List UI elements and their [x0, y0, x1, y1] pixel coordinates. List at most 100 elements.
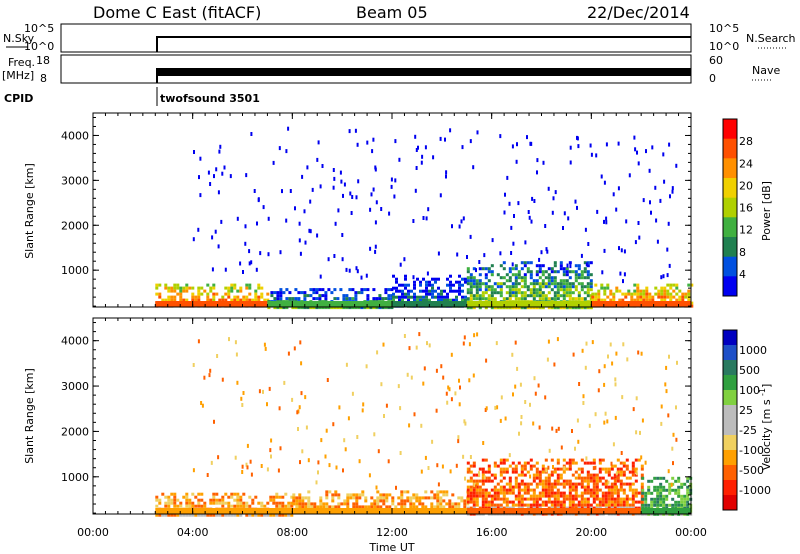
data-cell	[604, 479, 608, 483]
data-cell	[616, 491, 620, 495]
data-cell	[358, 496, 362, 500]
data-cell	[366, 288, 370, 292]
data-cell	[508, 279, 512, 283]
data-cell	[574, 297, 578, 301]
data-cell	[433, 496, 437, 500]
data-cell	[559, 279, 563, 283]
data-cell	[499, 479, 503, 483]
echo-point	[533, 199, 536, 203]
data-cell	[520, 494, 524, 498]
data-cell	[526, 267, 530, 271]
data-cell	[535, 494, 539, 498]
data-cell	[526, 285, 530, 289]
echo-point	[623, 249, 626, 254]
data-cell	[215, 492, 219, 496]
data-cell	[631, 503, 635, 507]
echo-point	[483, 475, 486, 480]
data-cell	[475, 491, 479, 495]
data-cell	[469, 288, 473, 292]
data-cell	[613, 482, 617, 486]
echo-point	[634, 468, 637, 473]
data-cell	[248, 286, 252, 290]
data-cell	[556, 270, 560, 274]
data-cell	[484, 500, 488, 504]
data-cell	[523, 264, 527, 268]
echo-point	[277, 468, 280, 473]
data-cell	[663, 289, 667, 293]
colorbar-segment	[723, 480, 737, 496]
data-cell	[484, 282, 488, 286]
echo-point	[466, 255, 468, 259]
data-cell	[583, 503, 587, 507]
data-cell	[431, 295, 434, 299]
data-cell	[475, 297, 479, 301]
data-cell	[294, 297, 298, 301]
echo-point	[300, 391, 303, 396]
data-cell	[301, 496, 305, 500]
colorbar-segment	[723, 330, 737, 346]
data-cell	[517, 291, 521, 295]
data-cell	[325, 496, 329, 500]
data-cell	[478, 288, 482, 292]
data-cell	[490, 291, 494, 295]
data-cell	[292, 493, 296, 497]
echo-point	[242, 391, 245, 395]
echo-point	[666, 273, 669, 278]
y-tick-label: 1000	[61, 264, 89, 277]
echo-point	[371, 149, 374, 154]
data-cell	[440, 292, 443, 296]
echo-point	[263, 342, 266, 347]
data-cell	[475, 279, 479, 283]
data-cell	[559, 467, 563, 471]
colorbar-segment	[723, 158, 737, 179]
echo-point	[555, 428, 558, 433]
echo-point	[461, 145, 464, 150]
echo-point	[339, 170, 342, 175]
data-cell	[458, 292, 461, 296]
data-cell	[419, 280, 422, 284]
data-cell	[260, 295, 264, 299]
echo-point	[214, 229, 217, 234]
data-cell	[499, 306, 503, 310]
data-cell	[167, 498, 171, 502]
data-cell	[595, 482, 599, 486]
echo-point	[350, 211, 353, 215]
data-cell	[580, 285, 584, 289]
data-cell	[690, 304, 694, 308]
data-cell	[523, 497, 527, 501]
data-cell	[520, 482, 524, 486]
data-cell	[571, 503, 575, 507]
data-cell	[547, 488, 551, 492]
data-cell	[279, 291, 283, 295]
echo-point	[311, 187, 314, 192]
data-cell	[526, 294, 530, 298]
data-cell	[215, 513, 219, 517]
data-cell	[529, 291, 533, 295]
echo-point	[469, 455, 472, 459]
data-cell	[615, 286, 619, 290]
data-cell	[559, 503, 563, 507]
data-cell	[194, 513, 198, 517]
region-0	[155, 508, 293, 514]
data-cell	[583, 500, 587, 504]
echo-point	[356, 435, 359, 439]
data-cell	[645, 289, 649, 293]
echo-point	[348, 129, 351, 134]
echo-point	[540, 250, 543, 255]
data-cell	[556, 491, 560, 495]
data-cell	[490, 497, 494, 501]
data-cell	[321, 288, 325, 292]
colorbar-tick-label: 4	[739, 268, 746, 281]
data-cell	[300, 291, 304, 295]
data-cell	[547, 306, 551, 310]
data-cell	[577, 276, 581, 280]
data-cell	[562, 503, 566, 507]
data-cell	[514, 464, 518, 468]
data-cell	[309, 288, 313, 292]
echo-point	[563, 211, 566, 216]
echo-point	[249, 459, 252, 464]
data-cell	[239, 513, 243, 517]
data-cell	[239, 286, 243, 290]
data-cell	[451, 502, 455, 506]
data-cell	[298, 496, 302, 500]
